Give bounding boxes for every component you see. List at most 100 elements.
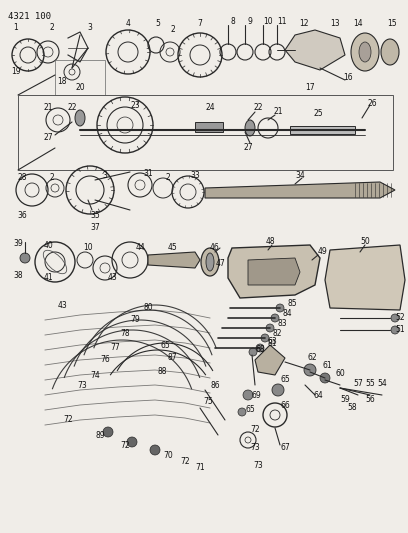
Text: 72: 72 <box>63 416 73 424</box>
Bar <box>18 95 393 170</box>
Text: 64: 64 <box>313 391 323 400</box>
Text: 12: 12 <box>299 20 309 28</box>
Ellipse shape <box>245 120 255 136</box>
Text: 43: 43 <box>107 273 117 282</box>
Text: 7: 7 <box>197 20 202 28</box>
Ellipse shape <box>381 39 399 65</box>
Circle shape <box>391 326 399 334</box>
Text: 35: 35 <box>90 211 100 220</box>
Text: 5: 5 <box>155 20 160 28</box>
Ellipse shape <box>75 110 85 126</box>
Polygon shape <box>228 245 320 298</box>
Text: 86: 86 <box>210 381 220 390</box>
Text: 24: 24 <box>205 103 215 112</box>
Text: 28: 28 <box>17 174 27 182</box>
Bar <box>195 122 223 132</box>
Text: 58: 58 <box>347 403 357 413</box>
Ellipse shape <box>201 248 219 276</box>
Text: 3: 3 <box>102 171 107 180</box>
Bar <box>290 126 355 134</box>
Circle shape <box>272 384 284 396</box>
Circle shape <box>127 437 137 447</box>
Text: 4321 100: 4321 100 <box>8 12 51 21</box>
Text: 87: 87 <box>167 353 177 362</box>
Circle shape <box>266 324 274 332</box>
Text: 41: 41 <box>43 273 53 282</box>
Circle shape <box>150 445 160 455</box>
Ellipse shape <box>351 33 379 71</box>
Text: 81: 81 <box>267 340 277 349</box>
Text: 37: 37 <box>90 223 100 232</box>
Text: 67: 67 <box>280 442 290 451</box>
Text: 89: 89 <box>95 431 105 440</box>
Circle shape <box>320 373 330 383</box>
Text: 73: 73 <box>253 461 263 470</box>
Text: 54: 54 <box>377 378 387 387</box>
Text: 17: 17 <box>305 84 315 93</box>
Text: 78: 78 <box>120 328 130 337</box>
Text: 48: 48 <box>265 238 275 246</box>
Text: 20: 20 <box>75 84 85 93</box>
Text: 18: 18 <box>57 77 67 86</box>
Circle shape <box>243 390 253 400</box>
Text: 74: 74 <box>90 370 100 379</box>
Text: 22: 22 <box>67 102 77 111</box>
Text: 77: 77 <box>110 343 120 351</box>
Text: 65: 65 <box>160 341 170 350</box>
Text: 36: 36 <box>17 211 27 220</box>
Text: 76: 76 <box>100 356 110 365</box>
Text: 1: 1 <box>13 23 18 33</box>
Circle shape <box>20 253 30 263</box>
Text: 65: 65 <box>245 406 255 415</box>
Polygon shape <box>248 258 300 285</box>
Text: 62: 62 <box>307 352 317 361</box>
Text: 85: 85 <box>287 300 297 309</box>
Bar <box>55 60 105 95</box>
Text: 51: 51 <box>395 326 405 335</box>
Circle shape <box>261 334 269 342</box>
Text: 56: 56 <box>365 395 375 405</box>
Text: 15: 15 <box>387 20 397 28</box>
Text: 27: 27 <box>243 143 253 152</box>
Text: 61: 61 <box>322 361 332 370</box>
Text: 21: 21 <box>43 103 53 112</box>
Text: 66: 66 <box>280 400 290 409</box>
Text: 10: 10 <box>83 244 93 253</box>
Text: 72: 72 <box>180 457 190 466</box>
Text: 19: 19 <box>11 68 21 77</box>
Circle shape <box>304 364 316 376</box>
Text: 25: 25 <box>313 109 323 117</box>
Text: 59: 59 <box>340 395 350 405</box>
Text: 23: 23 <box>130 101 140 109</box>
Text: 49: 49 <box>317 247 327 256</box>
Text: 55: 55 <box>365 378 375 387</box>
Circle shape <box>238 408 246 416</box>
Text: 21: 21 <box>273 108 283 117</box>
Text: 9: 9 <box>248 18 253 27</box>
Text: 2: 2 <box>171 26 175 35</box>
Text: 38: 38 <box>13 271 23 279</box>
Text: 43: 43 <box>57 301 67 310</box>
Text: 75: 75 <box>203 398 213 407</box>
Text: 14: 14 <box>353 20 363 28</box>
Ellipse shape <box>206 253 214 271</box>
Text: 26: 26 <box>367 99 377 108</box>
Text: 52: 52 <box>395 313 405 322</box>
Text: 73: 73 <box>77 381 87 390</box>
Text: 33: 33 <box>190 171 200 180</box>
Text: 84: 84 <box>282 310 292 319</box>
Text: 45: 45 <box>167 244 177 253</box>
Circle shape <box>103 427 113 437</box>
Text: 11: 11 <box>277 18 287 27</box>
Text: 50: 50 <box>360 238 370 246</box>
Text: 79: 79 <box>130 316 140 325</box>
Text: 88: 88 <box>157 367 167 376</box>
Text: 2: 2 <box>166 173 171 182</box>
Circle shape <box>271 314 279 322</box>
Text: 44: 44 <box>135 243 145 252</box>
Text: 70: 70 <box>163 450 173 459</box>
Polygon shape <box>255 345 285 375</box>
Text: 63: 63 <box>267 337 277 346</box>
Text: 69: 69 <box>251 391 261 400</box>
Polygon shape <box>205 182 395 198</box>
